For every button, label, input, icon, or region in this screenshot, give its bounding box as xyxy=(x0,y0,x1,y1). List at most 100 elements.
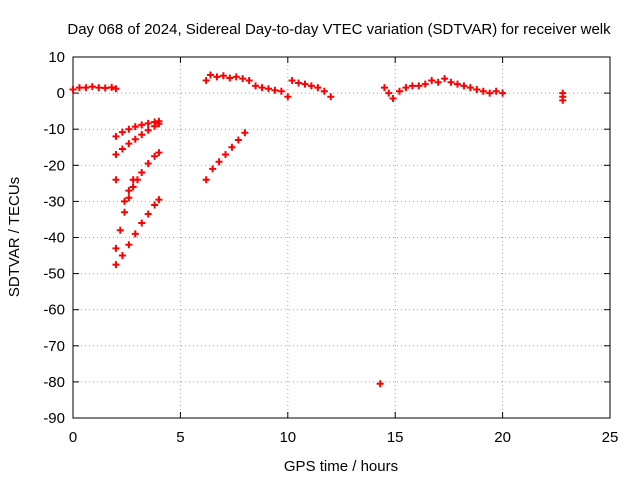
data-point xyxy=(112,261,120,269)
data-point xyxy=(213,73,221,81)
y-tick-label: -30 xyxy=(43,193,65,210)
data-point xyxy=(307,82,315,90)
data-point xyxy=(82,84,90,92)
data-point xyxy=(376,380,384,388)
data-point xyxy=(258,84,266,92)
data-point xyxy=(75,84,83,92)
data-point xyxy=(284,93,292,101)
chart-title: Day 068 of 2024, Sidereal Day-to-day VTE… xyxy=(67,21,611,38)
data-point xyxy=(129,183,137,191)
data-point xyxy=(559,96,567,104)
x-tick-label: 10 xyxy=(279,429,296,446)
x-axis-label: GPS time / hours xyxy=(284,458,398,475)
data-point xyxy=(138,169,146,177)
data-point xyxy=(385,89,393,97)
data-point xyxy=(473,85,481,93)
data-point xyxy=(460,82,468,90)
data-point xyxy=(301,80,309,88)
x-tick-label: 25 xyxy=(602,429,619,446)
data-point xyxy=(121,208,129,216)
y-axis-label: SDTVAR / TECUs xyxy=(6,177,23,297)
data-point xyxy=(415,82,423,90)
grid xyxy=(73,57,610,418)
axis-ticks xyxy=(72,56,611,419)
data-point xyxy=(129,176,137,184)
x-tick-label: 20 xyxy=(494,429,511,446)
data-points xyxy=(69,71,567,388)
data-point xyxy=(241,129,249,137)
y-tick-label: -80 xyxy=(43,374,65,391)
data-point xyxy=(125,241,133,249)
data-point xyxy=(499,89,507,97)
data-point xyxy=(288,76,296,84)
data-point xyxy=(138,219,146,227)
data-point xyxy=(144,159,152,167)
data-point xyxy=(327,93,335,101)
data-point xyxy=(277,87,285,95)
x-tick-label: 0 xyxy=(69,429,77,446)
y-tick-labels: 10 0 -10 -20 -30 -40 -50 -60 -70 -80 -90 xyxy=(43,49,65,427)
data-point xyxy=(121,197,129,205)
data-point xyxy=(434,78,442,86)
data-point xyxy=(264,85,272,93)
data-point xyxy=(125,140,133,148)
data-point xyxy=(389,95,397,103)
y-tick-label: -90 xyxy=(43,410,65,427)
data-point xyxy=(144,210,152,218)
y-tick-label: -20 xyxy=(43,157,65,174)
data-point xyxy=(234,136,242,144)
data-point xyxy=(295,79,303,87)
data-point xyxy=(314,84,322,92)
data-point xyxy=(222,150,230,158)
data-point xyxy=(447,78,455,86)
data-point xyxy=(206,71,214,79)
data-point xyxy=(395,87,403,95)
data-point xyxy=(380,84,388,92)
data-point xyxy=(138,131,146,139)
data-point xyxy=(138,121,146,129)
data-point xyxy=(271,86,279,94)
data-point xyxy=(112,85,120,93)
data-point xyxy=(232,73,240,81)
data-point xyxy=(151,201,159,209)
data-point xyxy=(112,244,120,252)
y-tick-label: -50 xyxy=(43,266,65,283)
data-point xyxy=(202,176,210,184)
data-point xyxy=(428,76,436,84)
data-point xyxy=(118,252,126,260)
data-point xyxy=(69,85,77,93)
data-point xyxy=(112,176,120,184)
data-point xyxy=(144,119,152,127)
y-tick-label: 10 xyxy=(48,49,65,66)
data-point xyxy=(131,123,139,131)
data-point xyxy=(88,83,96,91)
data-point xyxy=(101,84,109,92)
data-point xyxy=(479,87,487,95)
data-point xyxy=(155,120,163,128)
data-point xyxy=(441,75,449,83)
data-point xyxy=(125,194,133,202)
data-point xyxy=(252,82,260,90)
data-point xyxy=(492,87,500,95)
data-point xyxy=(466,84,474,92)
data-point xyxy=(155,149,163,157)
data-point xyxy=(486,89,494,97)
data-point xyxy=(144,126,152,134)
data-point xyxy=(112,150,120,158)
data-point xyxy=(219,72,227,80)
data-point xyxy=(151,122,159,130)
data-point xyxy=(215,158,223,166)
data-point xyxy=(131,135,139,143)
data-point xyxy=(108,83,116,91)
data-point xyxy=(155,196,163,204)
data-point xyxy=(453,80,461,88)
y-tick-label: -60 xyxy=(43,302,65,319)
data-point xyxy=(131,230,139,238)
data-point xyxy=(151,152,159,160)
data-point xyxy=(116,226,124,234)
x-tick-labels: 0 5 10 15 20 25 xyxy=(69,429,619,446)
data-point xyxy=(118,145,126,153)
data-point xyxy=(118,128,126,136)
y-tick-label: 0 xyxy=(57,85,65,102)
